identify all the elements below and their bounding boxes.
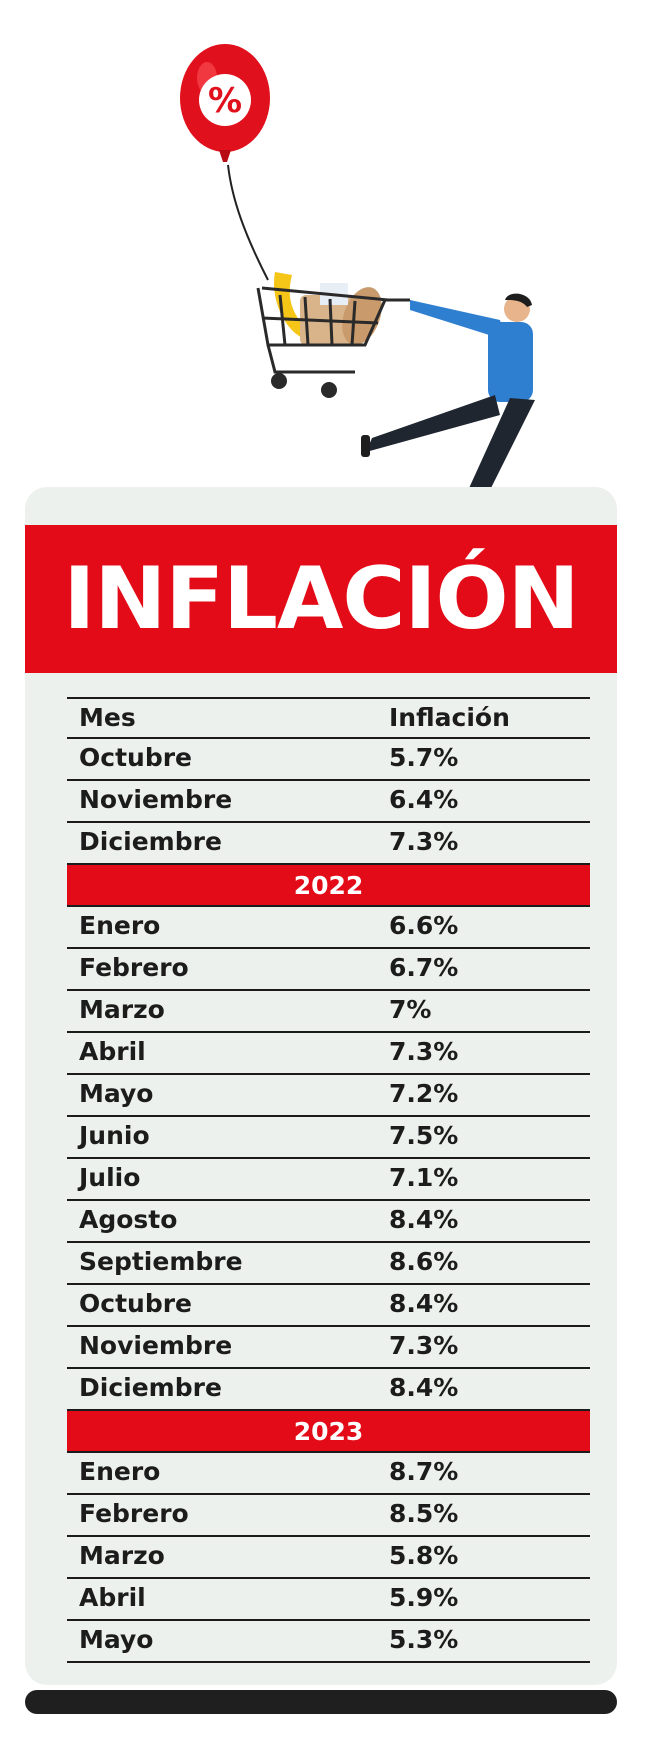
- table-row: Octubre 8.4%: [67, 1285, 590, 1327]
- table-row: Diciembre 7.3%: [67, 823, 590, 865]
- month-cell: Noviembre: [79, 785, 233, 814]
- table-row: Agosto 8.4%: [67, 1201, 590, 1243]
- table-row: Abril 5.9%: [67, 1579, 590, 1621]
- inflation-cell: 7%: [389, 995, 432, 1024]
- month-cell: Abril: [79, 1037, 146, 1066]
- month-cell: Febrero: [79, 1499, 189, 1528]
- page-title: INFLACIÓN: [63, 549, 579, 649]
- table-row: Junio 7.5%: [67, 1117, 590, 1159]
- month-cell: Agosto: [79, 1205, 178, 1234]
- month-cell: Mayo: [79, 1625, 154, 1654]
- inflation-cell: 7.3%: [389, 1331, 459, 1360]
- table-row: Mayo 7.2%: [67, 1075, 590, 1117]
- table-row: Julio 7.1%: [67, 1159, 590, 1201]
- table-row: Enero 6.6%: [67, 907, 590, 949]
- inflation-cell: 7.2%: [389, 1079, 459, 1108]
- balloon-icon: %: [180, 44, 270, 162]
- inflation-cell: 7.3%: [389, 827, 459, 856]
- inflation-cell: 5.3%: [389, 1625, 459, 1654]
- month-cell: Septiembre: [79, 1247, 243, 1276]
- inflation-cell: 6.6%: [389, 911, 459, 940]
- header-inflation: Inflación: [389, 703, 510, 732]
- month-cell: Marzo: [79, 995, 165, 1024]
- table-header-row: Mes Inflación: [67, 697, 590, 739]
- bottom-bar: [25, 1690, 617, 1714]
- table-row: Febrero 8.5%: [67, 1495, 590, 1537]
- table-row: Noviembre 7.3%: [67, 1327, 590, 1369]
- shopping-cart-icon: [256, 286, 410, 374]
- month-cell: Diciembre: [79, 827, 222, 856]
- inflation-cell: 8.4%: [389, 1205, 459, 1234]
- month-cell: Noviembre: [79, 1331, 233, 1360]
- table-row: Febrero 6.7%: [67, 949, 590, 991]
- inflation-cell: 8.5%: [389, 1499, 459, 1528]
- year-header: 2022: [67, 865, 590, 907]
- month-cell: Febrero: [79, 953, 189, 982]
- inflation-illustration: %: [180, 44, 535, 510]
- month-cell: Octubre: [79, 1289, 193, 1318]
- inflation-cell: 8.4%: [389, 1289, 459, 1318]
- inflation-table: Mes Inflación Octubre 5.7% Noviembre 6.4% Di…: [67, 697, 590, 1663]
- inflation-cell: 5.8%: [389, 1541, 459, 1570]
- inflation-cell: 5.7%: [389, 743, 459, 772]
- month-cell: Julio: [79, 1163, 141, 1192]
- table-row: Abril 7.3%: [67, 1033, 590, 1075]
- table-card: [25, 487, 617, 1685]
- inflation-cell: 5.9%: [389, 1583, 459, 1612]
- table-row: Diciembre 8.4%: [67, 1369, 590, 1411]
- inflation-cell: 7.3%: [389, 1037, 459, 1066]
- inflation-cell: 6.4%: [389, 785, 459, 814]
- inflation-cell: 8.6%: [389, 1247, 459, 1276]
- year-header: 2023: [67, 1411, 590, 1453]
- table-row: Octubre 5.7%: [67, 739, 590, 781]
- month-cell: Diciembre: [79, 1373, 222, 1402]
- title-banner: INFLACIÓN: [25, 525, 617, 673]
- percent-symbol: %: [208, 81, 242, 121]
- header-month: Mes: [79, 703, 136, 732]
- month-cell: Mayo: [79, 1079, 154, 1108]
- inflation-cell: 7.5%: [389, 1121, 459, 1150]
- month-cell: Enero: [79, 1457, 161, 1486]
- inflation-cell: 7.1%: [389, 1163, 459, 1192]
- month-cell: Enero: [79, 911, 161, 940]
- man-pushing-cart-icon: [361, 293, 535, 510]
- table-row: Enero 8.7%: [67, 1453, 590, 1495]
- table-row: Marzo 7%: [67, 991, 590, 1033]
- table-row: Noviembre 6.4%: [67, 781, 590, 823]
- inflation-cell: 8.7%: [389, 1457, 459, 1486]
- month-cell: Octubre: [79, 743, 193, 772]
- inflation-cell: 6.7%: [389, 953, 459, 982]
- table-row: Mayo 5.3%: [67, 1621, 590, 1663]
- table-row: Marzo 5.8%: [67, 1537, 590, 1579]
- inflation-cell: 8.4%: [389, 1373, 459, 1402]
- month-cell: Marzo: [79, 1541, 165, 1570]
- month-cell: Abril: [79, 1583, 146, 1612]
- month-cell: Junio: [79, 1121, 150, 1150]
- table-row: Septiembre 8.6%: [67, 1243, 590, 1285]
